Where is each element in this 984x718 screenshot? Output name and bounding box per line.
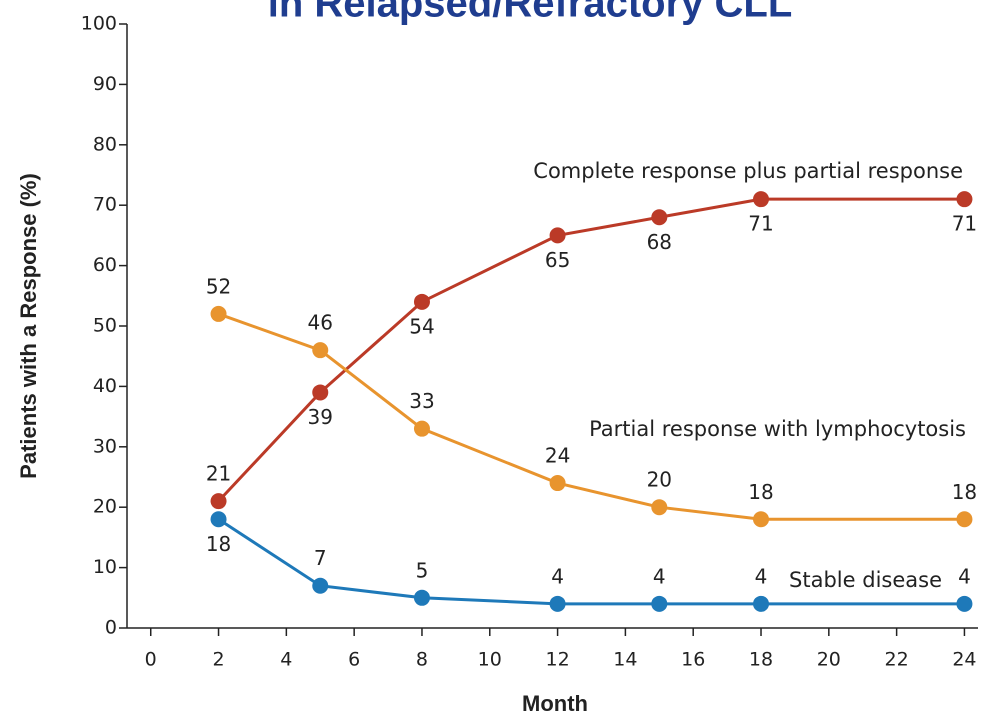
x-tick-label: 16 — [681, 649, 705, 671]
x-tick-label: 24 — [952, 649, 976, 671]
value-label: 24 — [545, 444, 570, 468]
x-tick-label: 8 — [416, 649, 428, 671]
data-point — [956, 511, 973, 528]
x-tick-label: 12 — [545, 649, 569, 671]
value-label: 46 — [308, 311, 333, 335]
data-point — [753, 191, 770, 208]
value-label: 4 — [653, 564, 666, 588]
line-series — [217, 197, 965, 503]
x-tick-label: 14 — [613, 649, 637, 671]
x-tick-label: 20 — [817, 649, 841, 671]
x-tick-label: 4 — [280, 649, 292, 671]
data-point — [210, 511, 227, 528]
value-label: 65 — [545, 248, 570, 272]
series-label: Stable disease — [789, 568, 942, 592]
y-tick-label: 0 — [105, 617, 117, 639]
x-tick-label: 18 — [749, 649, 773, 671]
series-label: Complete response plus partial response — [533, 159, 963, 183]
value-label: 4 — [755, 564, 768, 588]
data-point — [210, 305, 227, 322]
value-label: 54 — [409, 314, 434, 338]
data-point — [210, 493, 227, 510]
x-tick-label: 2 — [212, 649, 224, 671]
y-axis-label: Patients with a Response (%) — [16, 173, 41, 479]
data-point — [651, 499, 668, 516]
data-point — [549, 475, 566, 492]
y-tick-label: 70 — [93, 194, 117, 216]
y-tick-label: 60 — [93, 254, 117, 276]
data-point — [312, 577, 329, 594]
data-point — [651, 595, 668, 612]
data-point — [549, 595, 566, 612]
y-tick-label: 40 — [93, 375, 117, 397]
value-label: 68 — [647, 230, 672, 254]
data-point — [549, 227, 566, 244]
value-label: 33 — [409, 389, 434, 413]
y-tick-label: 100 — [81, 13, 117, 35]
data-point — [753, 511, 770, 528]
x-tick-label: 10 — [478, 649, 502, 671]
value-label: 18 — [206, 532, 231, 556]
y-tick-label: 10 — [93, 556, 117, 578]
value-label: 39 — [308, 405, 333, 429]
value-label: 52 — [206, 274, 231, 298]
value-label: 7 — [314, 546, 327, 570]
y-tick-label: 50 — [93, 315, 117, 337]
data-point — [651, 209, 668, 226]
x-tick-label: 6 — [348, 649, 360, 671]
data-point — [413, 589, 430, 606]
y-tick-label: 30 — [93, 435, 117, 457]
data-point — [956, 191, 973, 208]
data-point — [312, 342, 329, 359]
x-tick-label: 0 — [145, 649, 157, 671]
value-label: 18 — [952, 480, 977, 504]
x-tick-label: 22 — [885, 649, 909, 671]
value-label: 5 — [416, 558, 429, 582]
value-label: 4 — [551, 564, 564, 588]
y-tick-label: 80 — [93, 133, 117, 155]
value-label: 4 — [958, 564, 971, 588]
chart-title: in Relapsed/Refractory CLL — [268, 0, 793, 26]
y-tick-label: 90 — [93, 73, 117, 95]
data-point — [753, 595, 770, 612]
value-label: 20 — [647, 468, 672, 492]
data-point — [413, 420, 430, 437]
data-point — [956, 595, 973, 612]
series-label: Partial response with lymphocytosis — [589, 417, 966, 441]
data-point — [312, 384, 329, 401]
value-label: 71 — [952, 212, 977, 236]
data-point — [413, 293, 430, 310]
value-label: 21 — [206, 462, 231, 486]
x-axis-label: Month — [522, 691, 588, 716]
y-tick-label: 20 — [93, 496, 117, 518]
value-label: 71 — [748, 212, 773, 236]
value-label: 18 — [748, 480, 773, 504]
